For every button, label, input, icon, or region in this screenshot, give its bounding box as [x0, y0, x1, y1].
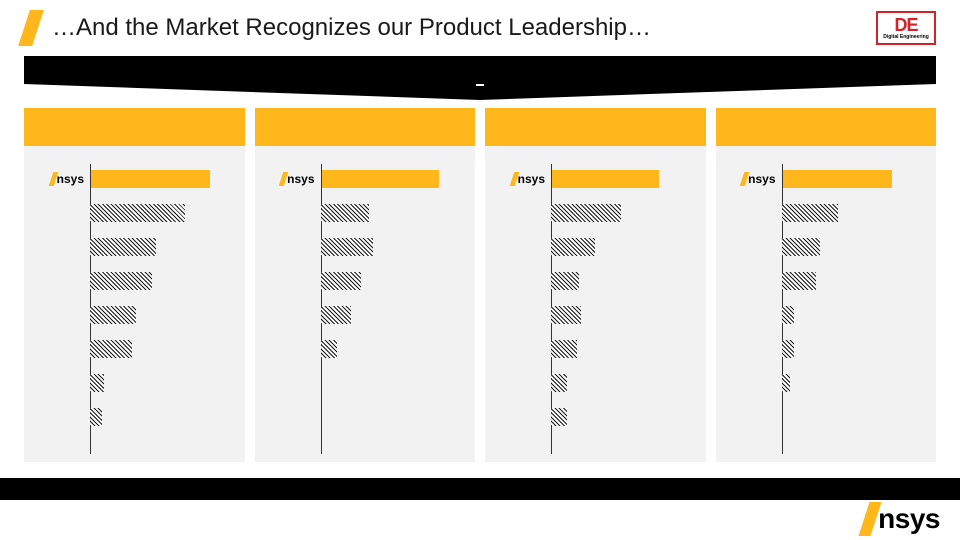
header: …And the Market Recognizes our Product L… — [24, 8, 936, 48]
competitor-bar — [551, 306, 581, 324]
competitor-bar — [90, 408, 102, 426]
competitor-bar — [321, 306, 351, 324]
lead-bar — [321, 170, 439, 188]
ansys-mini-text: nsys — [518, 172, 545, 186]
competitor-bar — [90, 204, 185, 222]
bar-row — [32, 198, 237, 228]
competitor-bar — [90, 238, 156, 256]
competitor-bar — [551, 374, 567, 392]
bar-row: nsys — [263, 164, 468, 194]
bar-row: nsys — [32, 164, 237, 194]
bar-label: nsys — [724, 172, 782, 186]
bar-row — [493, 300, 698, 330]
bar-label: nsys — [32, 172, 90, 186]
footer-bar — [0, 478, 960, 500]
competitor-bar — [90, 272, 152, 290]
ansys-logo-text: nsys — [878, 503, 940, 535]
bar-row — [724, 266, 929, 296]
bar-row — [724, 300, 929, 330]
bar-row: nsys — [493, 164, 698, 194]
competitor-bar — [551, 272, 579, 290]
bar-row — [493, 402, 698, 432]
bar-row — [263, 266, 468, 296]
ansys-mini-logo: nsys — [512, 172, 545, 186]
bar-row — [724, 198, 929, 228]
bar-row — [32, 334, 237, 364]
bar-row — [263, 232, 468, 262]
bar-row — [32, 368, 237, 398]
panel-header — [24, 108, 245, 146]
competitor-bar — [551, 204, 621, 222]
competitor-bar — [551, 238, 595, 256]
bar-row — [32, 402, 237, 432]
bar-label: nsys — [493, 172, 551, 186]
bar-row — [724, 232, 929, 262]
lead-bar — [551, 170, 659, 188]
de-badge-main: DE — [894, 16, 917, 34]
chart-panel: nsys — [716, 108, 937, 462]
bar-label: nsys — [263, 172, 321, 186]
ansys-mini-logo: nsys — [281, 172, 314, 186]
de-badge-icon: DE Digital Engineering — [876, 11, 936, 45]
panel-header — [485, 108, 706, 146]
de-badge-sub: Digital Engineering — [883, 35, 929, 40]
competitor-bar — [782, 204, 838, 222]
competitor-bar — [782, 272, 816, 290]
panel-body: nsys — [716, 146, 937, 462]
bar-row — [263, 198, 468, 228]
ansys-mini-logo: nsys — [51, 172, 84, 186]
competitor-bar — [321, 272, 361, 290]
competitor-bar — [90, 306, 136, 324]
competitor-bar — [90, 340, 132, 358]
black-banner — [24, 56, 936, 100]
bar-row — [493, 232, 698, 262]
competitor-bar — [782, 340, 794, 358]
competitor-bar — [321, 340, 337, 358]
chart-panel: nsys — [255, 108, 476, 462]
ansys-mini-text: nsys — [748, 172, 775, 186]
bar-row — [32, 266, 237, 296]
bar-row — [493, 368, 698, 398]
competitor-bar — [90, 374, 104, 392]
bar-row — [263, 334, 468, 364]
bar-row — [32, 300, 237, 330]
competitor-bar — [782, 306, 794, 324]
slide-title: …And the Market Recognizes our Product L… — [52, 14, 876, 42]
ansys-mini-text: nsys — [287, 172, 314, 186]
competitor-bar — [551, 340, 577, 358]
panel-body: nsys — [255, 146, 476, 462]
bar-row — [32, 232, 237, 262]
competitor-bar — [782, 238, 820, 256]
competitor-bar — [321, 204, 369, 222]
bar-row — [724, 368, 929, 398]
chart-panels: nsys nsys nsys nsys — [24, 108, 936, 462]
banner-dash-icon — [476, 84, 484, 86]
competitor-bar — [782, 374, 790, 392]
chart-panel: nsys — [24, 108, 245, 462]
panel-header — [716, 108, 937, 146]
ansys-mini-text: nsys — [57, 172, 84, 186]
chart-panel: nsys — [485, 108, 706, 462]
slide: …And the Market Recognizes our Product L… — [0, 0, 960, 540]
ansys-mini-logo: nsys — [742, 172, 775, 186]
competitor-bar — [321, 238, 373, 256]
lead-bar — [90, 170, 210, 188]
panel-header — [255, 108, 476, 146]
panel-body: nsys — [24, 146, 245, 462]
title-slash-icon — [18, 10, 44, 46]
panel-body: nsys — [485, 146, 706, 462]
bar-row — [724, 334, 929, 364]
competitor-bar — [551, 408, 567, 426]
bar-row — [493, 266, 698, 296]
bar-row — [493, 334, 698, 364]
bar-row — [493, 198, 698, 228]
lead-bar — [782, 170, 892, 188]
bar-row: nsys — [724, 164, 929, 194]
bar-row — [263, 300, 468, 330]
footer-ansys-logo: nsys — [864, 502, 940, 536]
